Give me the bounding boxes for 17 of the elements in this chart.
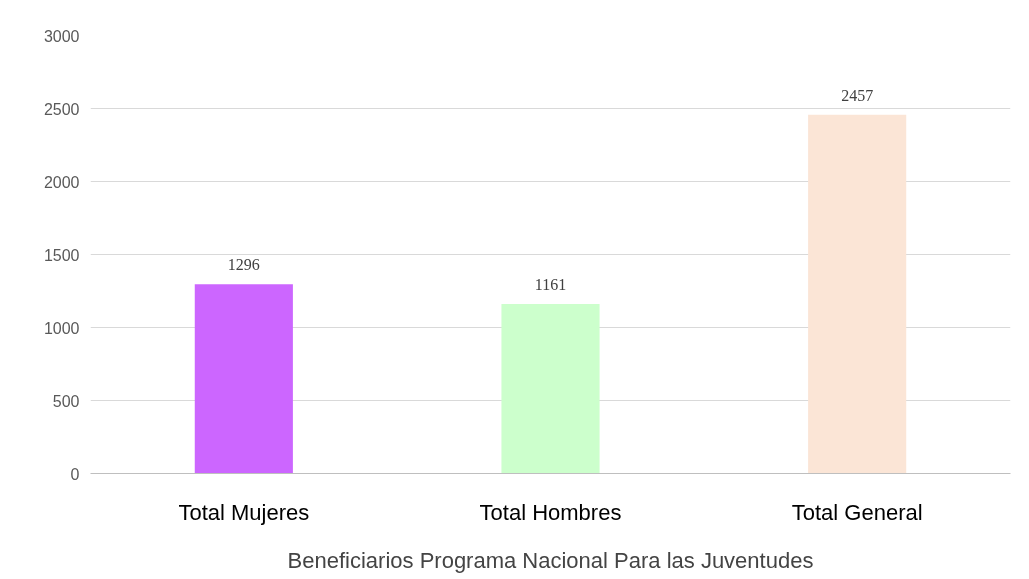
bar bbox=[808, 114, 907, 474]
bar bbox=[501, 303, 600, 474]
y-tick-label: 500 bbox=[52, 392, 80, 410]
y-tick-label: 1500 bbox=[43, 246, 80, 264]
x-tick-label: Total Mujeres bbox=[178, 499, 310, 525]
y-tick-label: 3000 bbox=[43, 27, 80, 45]
data-label: 1296 bbox=[227, 256, 260, 274]
x-axis-title: Beneficiarios Programa Nacional Para las Juventudes bbox=[287, 547, 814, 573]
bar bbox=[194, 284, 293, 474]
y-tick-label: 2500 bbox=[43, 100, 80, 118]
data-label: 2457 bbox=[841, 86, 874, 104]
y-tick-label: 2000 bbox=[43, 173, 80, 191]
data-label: 1161 bbox=[534, 275, 567, 293]
y-tick-label: 1000 bbox=[43, 319, 80, 337]
x-tick-label: Total Hombres bbox=[479, 499, 622, 525]
y-tick-label: 0 bbox=[70, 465, 80, 483]
x-tick-label: Total General bbox=[791, 499, 923, 525]
